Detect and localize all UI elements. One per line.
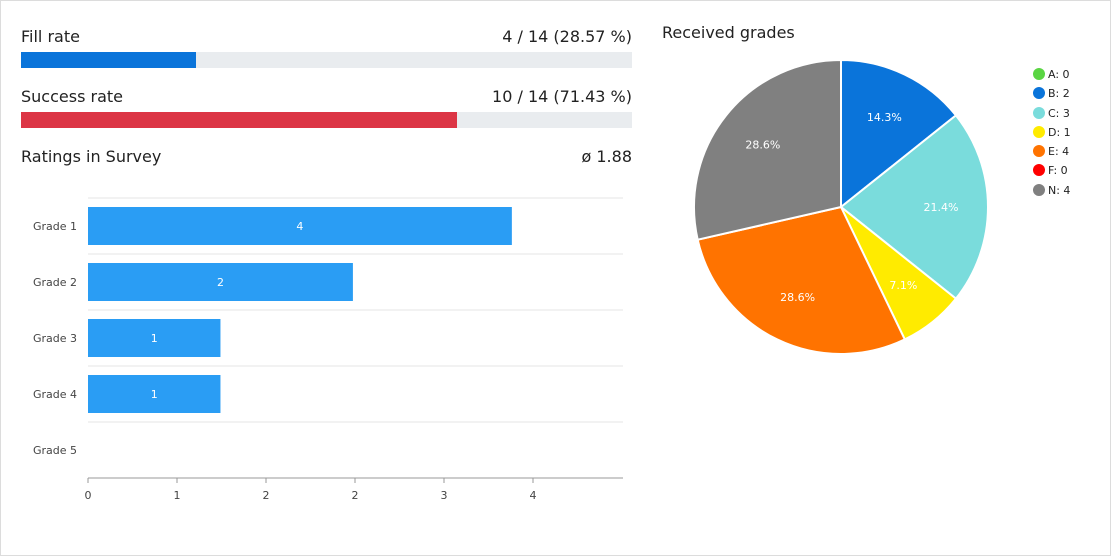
x-tick-label: 3: [441, 489, 448, 502]
success-rate-metric: Success rate 10 / 14 (71.43 %): [21, 87, 632, 128]
legend-label: E: 4: [1048, 145, 1070, 159]
legend-swatch: [1033, 125, 1045, 138]
legend-label: B: 2: [1048, 87, 1070, 101]
pie-slice: [696, 205, 907, 355]
pie-slice-label: 7.1%: [889, 279, 917, 292]
ratings-average: ø 1.88: [581, 147, 633, 166]
ratings-label: Ratings in Survey: [21, 147, 162, 166]
category-label: Grade 4: [33, 388, 77, 401]
category-label: Grade 2: [33, 276, 77, 289]
fill-rate-value: 4 / 14 (28.57 %): [502, 27, 632, 46]
x-tick-label: 4: [530, 489, 537, 502]
fill-rate-progress-fill: [21, 52, 196, 68]
x-tick-label: 1: [174, 489, 181, 502]
pie-slice: [839, 113, 989, 301]
success-rate-progress-fill: [21, 112, 458, 128]
legend-label: F: 0: [1048, 164, 1068, 178]
bar: [88, 375, 221, 413]
pie-slice: [840, 58, 958, 210]
success-rate-label: Success rate: [21, 87, 123, 106]
legend-label: D: 1: [1048, 125, 1071, 139]
success-rate-value: 10 / 14 (71.43 %): [492, 87, 632, 106]
legend-swatch: [1033, 183, 1045, 196]
x-tick-label: 0: [85, 489, 92, 502]
ratings-header: Ratings in Survey ø 1.88: [21, 147, 632, 169]
bar-data-label: 4: [296, 220, 303, 233]
pie-slice-label: 21.4%: [923, 201, 958, 214]
pie-slice-label: 28.6%: [780, 291, 815, 304]
bar-data-label: 1: [151, 388, 158, 401]
bar: [88, 207, 512, 245]
bar-data-label: 1: [151, 332, 158, 345]
success-rate-progress-track: [21, 112, 632, 128]
legend-label: N: 4: [1048, 183, 1071, 197]
category-label: Grade 1: [33, 220, 77, 233]
fill-rate-label: Fill rate: [21, 27, 80, 46]
legend-swatch: [1033, 68, 1045, 80]
bar: [88, 263, 353, 301]
legend-label: A: 0: [1048, 68, 1070, 81]
legend-swatch: [1033, 87, 1045, 100]
pie-slice-label: 28.6%: [745, 139, 780, 152]
legend-swatch: [1033, 164, 1045, 177]
bar-data-label: 2: [217, 276, 224, 289]
fill-rate-metric: Fill rate 4 / 14 (28.57 %): [21, 27, 632, 68]
category-label: Grade 3: [33, 332, 77, 345]
pie-title: Received grades: [662, 23, 795, 42]
fill-rate-progress-track: [21, 52, 632, 68]
legend-swatch: [1033, 145, 1045, 158]
pie-slice: [693, 58, 842, 241]
x-tick-label: 2: [352, 489, 359, 502]
category-label: Grade 5: [33, 444, 77, 457]
bar: [88, 319, 221, 357]
pie-slice-label: 14.3%: [867, 111, 902, 124]
legend-label: C: 3: [1048, 106, 1070, 120]
x-tick-label: 2: [263, 489, 270, 502]
legend-swatch: [1033, 106, 1045, 119]
